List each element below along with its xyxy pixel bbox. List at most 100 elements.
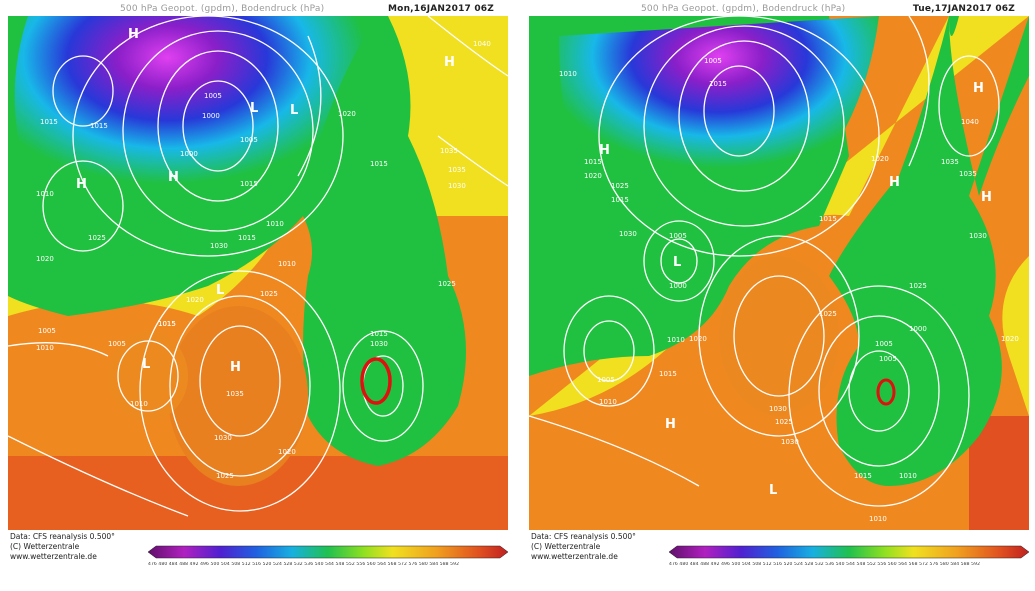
pressure-label: 1025 xyxy=(216,472,234,480)
panel-date: Tue,17JAN2017 06Z xyxy=(912,4,1015,14)
scale-ticks: 476 480 484 488 492 496 500 504 508 512 … xyxy=(669,562,981,567)
map-svg-left: 1015 1015 1010 1020 1005 1000 1005 1000 … xyxy=(8,16,508,530)
pressure-label: 1040 xyxy=(473,40,491,48)
credit-url[interactable]: www.wetterzentrale.de xyxy=(531,552,618,561)
pressure-label: 1035 xyxy=(226,390,244,398)
pressure-center: H xyxy=(444,55,455,70)
pressure-label: 1015 xyxy=(819,215,837,223)
atlantic-high xyxy=(719,256,839,416)
pressure-center: L xyxy=(290,103,298,118)
pressure-label: 1015 xyxy=(370,330,388,338)
pressure-label: 1015 xyxy=(370,160,388,168)
pressure-label: 1000 xyxy=(909,325,927,333)
pressure-label: 1010 xyxy=(266,220,284,228)
pressure-label: 1025 xyxy=(611,182,629,190)
pressure-label: 1015 xyxy=(238,234,256,242)
panel-footer: Data: CFS reanalysis 0.500° (C) Wetterze… xyxy=(8,532,508,588)
pressure-center: H xyxy=(889,175,900,190)
pressure-label: 1015 xyxy=(584,158,602,166)
pressure-label: 1005 xyxy=(204,92,222,100)
highlight-circle xyxy=(360,357,392,405)
panel-date: Mon,16JAN2017 06Z xyxy=(388,4,494,14)
panel-title-bar: 500 hPa Geopot. (gpdm), Bodendruck (hPa)… xyxy=(0,4,508,18)
panel-footer: Data: CFS reanalysis 0.500° (C) Wetterze… xyxy=(529,532,1029,588)
pressure-label: 1010 xyxy=(36,344,54,352)
pressure-centers-right: H H L H H H L xyxy=(599,81,992,498)
pressure-label: 1025 xyxy=(909,282,927,290)
pressure-label: 1005 xyxy=(875,340,893,348)
deep-low-region xyxy=(559,16,879,219)
credit-data: Data: CFS reanalysis 0.500° xyxy=(531,532,636,541)
pressure-center: H xyxy=(230,360,241,375)
panel-title: 500 hPa Geopot. (gpdm), Bodendruck (hPa) xyxy=(641,4,846,14)
pressure-labels-right: 1010 1015 1020 1025 1030 1015 1005 1000 … xyxy=(559,57,1019,523)
pressure-center: H xyxy=(76,177,87,192)
map-svg-right: 1010 1015 1020 1025 1030 1015 1005 1000 … xyxy=(529,16,1029,530)
pressure-center: H xyxy=(973,81,984,96)
color-scale xyxy=(148,545,508,559)
pressure-label: 1015 xyxy=(240,180,258,188)
pressure-label: 1030 xyxy=(969,232,987,240)
pressure-label: 1035 xyxy=(941,158,959,166)
pressure-label: 1020 xyxy=(584,172,602,180)
pressure-label: 1030 xyxy=(214,434,232,442)
color-scale xyxy=(669,545,1029,559)
pressure-label: 1015 xyxy=(40,118,58,126)
pressure-label: 1020 xyxy=(186,296,204,304)
pressure-label: 1030 xyxy=(619,230,637,238)
pressure-label: 1025 xyxy=(775,418,793,426)
pressure-label: 1005 xyxy=(597,376,615,384)
credit-url[interactable]: www.wetterzentrale.de xyxy=(10,552,97,561)
pressure-label: 1015 xyxy=(158,320,176,328)
pressure-center: L xyxy=(250,101,258,116)
pressure-label: 1030 xyxy=(769,405,787,413)
pressure-label: 1015 xyxy=(611,196,629,204)
pressure-center: L xyxy=(673,255,681,270)
pressure-label: 1015 xyxy=(854,472,872,480)
pressure-label: 1005 xyxy=(38,327,56,335)
pressure-label: 1000 xyxy=(180,150,198,158)
pressure-label: 1005 xyxy=(704,57,722,65)
pressure-label: 1020 xyxy=(871,155,889,163)
pressure-label: 1015 xyxy=(90,122,108,130)
credit-copyright: (C) Wetterzentrale xyxy=(10,542,80,551)
pressure-center: H xyxy=(168,170,179,185)
pressure-label: 1015 xyxy=(659,370,677,378)
isobars-right xyxy=(529,16,1000,507)
pressure-labels-left: 1015 1015 1010 1020 1005 1000 1005 1000 … xyxy=(36,40,491,480)
pressure-label: 1025 xyxy=(819,310,837,318)
pressure-label: 1005 xyxy=(669,232,687,240)
highlight-circle xyxy=(876,378,896,406)
pressure-label: 1030 xyxy=(448,182,466,190)
pressure-label: 1010 xyxy=(278,260,296,268)
pressure-center: H xyxy=(981,190,992,205)
pressure-label: 1020 xyxy=(278,448,296,456)
pressure-label: 1010 xyxy=(899,472,917,480)
pressure-label: 1040 xyxy=(961,118,979,126)
pressure-label: 1030 xyxy=(210,242,228,250)
pressure-label: 1015 xyxy=(158,320,176,328)
pressure-label: 1020 xyxy=(338,110,356,118)
credits: Data: CFS reanalysis 0.500° (C) Wetterze… xyxy=(531,532,636,562)
weather-map-right: 1010 1015 1020 1025 1030 1015 1005 1000 … xyxy=(529,16,1029,530)
pressure-label: 1030 xyxy=(781,438,799,446)
pressure-label: 1035 xyxy=(448,166,466,174)
map-panel-right: 500 hPa Geopot. (gpdm), Bodendruck (hPa)… xyxy=(521,0,1029,591)
pressure-label: 1015 xyxy=(709,80,727,88)
pressure-label: 1035 xyxy=(959,170,977,178)
weather-map-left: 1015 1015 1010 1020 1005 1000 1005 1000 … xyxy=(8,16,508,530)
panel-title: 500 hPa Geopot. (gpdm), Bodendruck (hPa) xyxy=(120,4,325,14)
pressure-label: 1035 xyxy=(440,147,458,155)
pressure-center: L xyxy=(769,483,777,498)
pressure-center: H xyxy=(599,143,610,158)
pressure-center: H xyxy=(665,417,676,432)
pressure-center: L xyxy=(216,283,224,298)
pressure-label: 1010 xyxy=(599,398,617,406)
pressure-label: 1010 xyxy=(130,400,148,408)
pressure-center: L xyxy=(142,357,150,372)
panel-title-bar: 500 hPa Geopot. (gpdm), Bodendruck (hPa)… xyxy=(521,4,1029,18)
pressure-label: 1010 xyxy=(36,190,54,198)
pressure-label: 1005 xyxy=(240,136,258,144)
deep-low-region xyxy=(14,16,379,246)
atlantic-ridge xyxy=(108,331,188,421)
